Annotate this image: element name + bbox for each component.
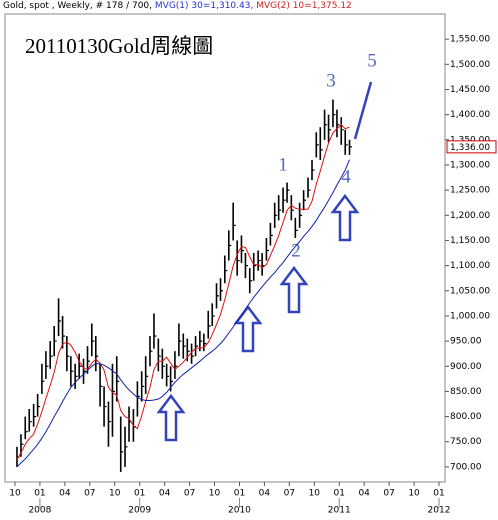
y-tick-label: 1,400.00 (450, 110, 490, 120)
y-tick-label: 1,050.00 (450, 286, 490, 296)
x-tick-label: 04 (59, 489, 71, 499)
y-tick-label: 800.00 (450, 412, 482, 422)
x-tick-label: 07 (383, 489, 394, 499)
y-tick-label: 1,200.00 (450, 211, 490, 221)
x-tick-label: 10 (109, 489, 121, 499)
header-ma30: MVG(1) 30=1,310.43, (154, 1, 254, 11)
chart-title: 20110130Gold周線圖 (25, 34, 213, 58)
up-arrow (279, 265, 309, 314)
wave-label: 2 (291, 240, 301, 261)
x-tick-label: 07 (284, 489, 295, 499)
y-tick-label: 1,300.00 (450, 160, 490, 170)
year-label: 2008 (28, 506, 51, 516)
moving-average (16, 159, 350, 468)
up-arrow (233, 304, 263, 353)
x-tick-label: 01 (134, 489, 145, 499)
wave-label: 1 (278, 154, 288, 175)
y-tick-label: 1,000.00 (450, 311, 490, 321)
y-tick-label: 700.00 (450, 462, 482, 472)
projection-line (353, 81, 373, 140)
y-tick-label: 1,150.00 (450, 236, 490, 246)
y-tick-label: 750.00 (450, 437, 482, 447)
year-label: 2011 (328, 506, 351, 516)
x-tick-label: 04 (159, 489, 171, 499)
wave-label: 4 (341, 166, 351, 187)
wave-label: 5 (367, 50, 377, 71)
year-label: 2009 (128, 506, 151, 516)
x-tick-label: 10 (309, 489, 321, 499)
header: Gold, spot , Weekly, # 178 / 700, MVG(1)… (3, 1, 352, 11)
up-arrow (330, 193, 360, 242)
header-ma10: MVG(2) 10=1,375.12 (256, 1, 352, 11)
y-tick-label: 1,450.00 (450, 85, 490, 95)
x-tick-label: 01 (234, 489, 245, 499)
y-tick-label: 950.00 (450, 337, 482, 347)
up-arrow (156, 393, 186, 442)
y-tick-label: 1,500.00 (450, 60, 490, 70)
last-price-label: 1,336.00 (450, 143, 490, 153)
x-tick-label: 10 (209, 489, 221, 499)
x-tick-label: 04 (259, 489, 271, 499)
wave-label: 3 (326, 70, 336, 91)
moving-average (16, 124, 350, 460)
x-tick-label: 10 (9, 489, 21, 499)
x-tick-label: 04 (358, 489, 370, 499)
y-tick-label: 1,550.00 (450, 35, 490, 45)
last-price-box (446, 140, 497, 154)
y-tick-label: 1,250.00 (450, 186, 490, 196)
plot-frame (4, 13, 446, 483)
year-label: 2012 (428, 506, 451, 516)
x-tick-label: 01 (334, 489, 345, 499)
header-info: Gold, spot , Weekly, # 178 / 700, (3, 1, 153, 11)
y-tick-label: 900.00 (450, 362, 482, 372)
x-tick-label: 07 (84, 489, 95, 499)
y-tick-label: 1,100.00 (450, 261, 490, 271)
y-tick-label: 1,350.00 (450, 135, 490, 145)
y-tick-label: 850.00 (450, 387, 482, 397)
year-label: 2010 (228, 506, 251, 516)
x-tick-label: 01 (34, 489, 45, 499)
x-tick-label: 01 (433, 489, 444, 499)
x-tick-label: 10 (408, 489, 420, 499)
x-tick-label: 07 (184, 489, 195, 499)
